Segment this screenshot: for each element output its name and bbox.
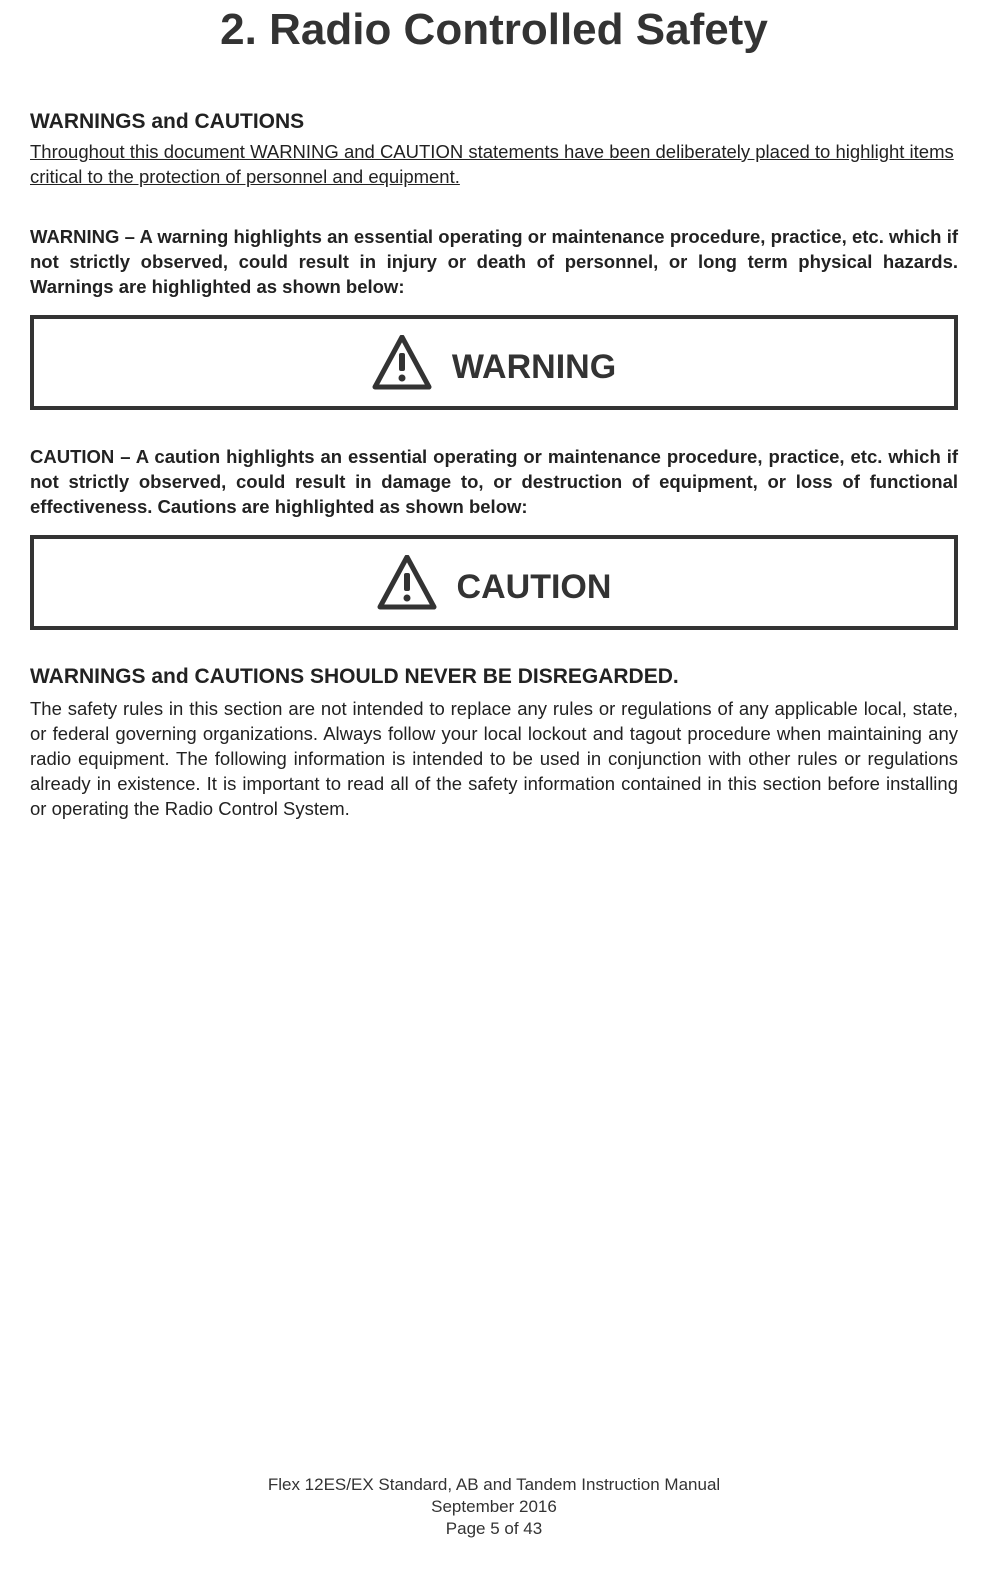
warning-box: WARNING	[30, 315, 958, 410]
disregard-heading: WARNINGS and CAUTIONS SHOULD NEVER BE DI…	[30, 665, 958, 689]
warning-label: WARNING	[452, 338, 616, 387]
footer-manual-title: Flex 12ES/EX Standard, AB and Tandem Ins…	[0, 1474, 988, 1496]
footer-date: September 2016	[0, 1496, 988, 1518]
footer-page-number: Page 5 of 43	[0, 1518, 988, 1540]
caution-box: CAUTION	[30, 535, 958, 630]
warning-triangle-icon	[372, 335, 432, 390]
warnings-cautions-heading: WARNINGS and CAUTIONS	[30, 110, 958, 134]
warning-definition: WARNING – A warning highlights an essent…	[30, 225, 958, 300]
intro-paragraph: Throughout this document WARNING and CAU…	[30, 140, 958, 190]
caution-triangle-icon	[377, 555, 437, 610]
page-footer: Flex 12ES/EX Standard, AB and Tandem Ins…	[0, 1474, 988, 1540]
body-paragraph: The safety rules in this section are not…	[30, 697, 958, 822]
caution-definition: CAUTION – A caution highlights an essent…	[30, 445, 958, 520]
page-title: 2. Radio Controlled Safety	[30, 5, 958, 55]
caution-label: CAUTION	[457, 558, 612, 607]
